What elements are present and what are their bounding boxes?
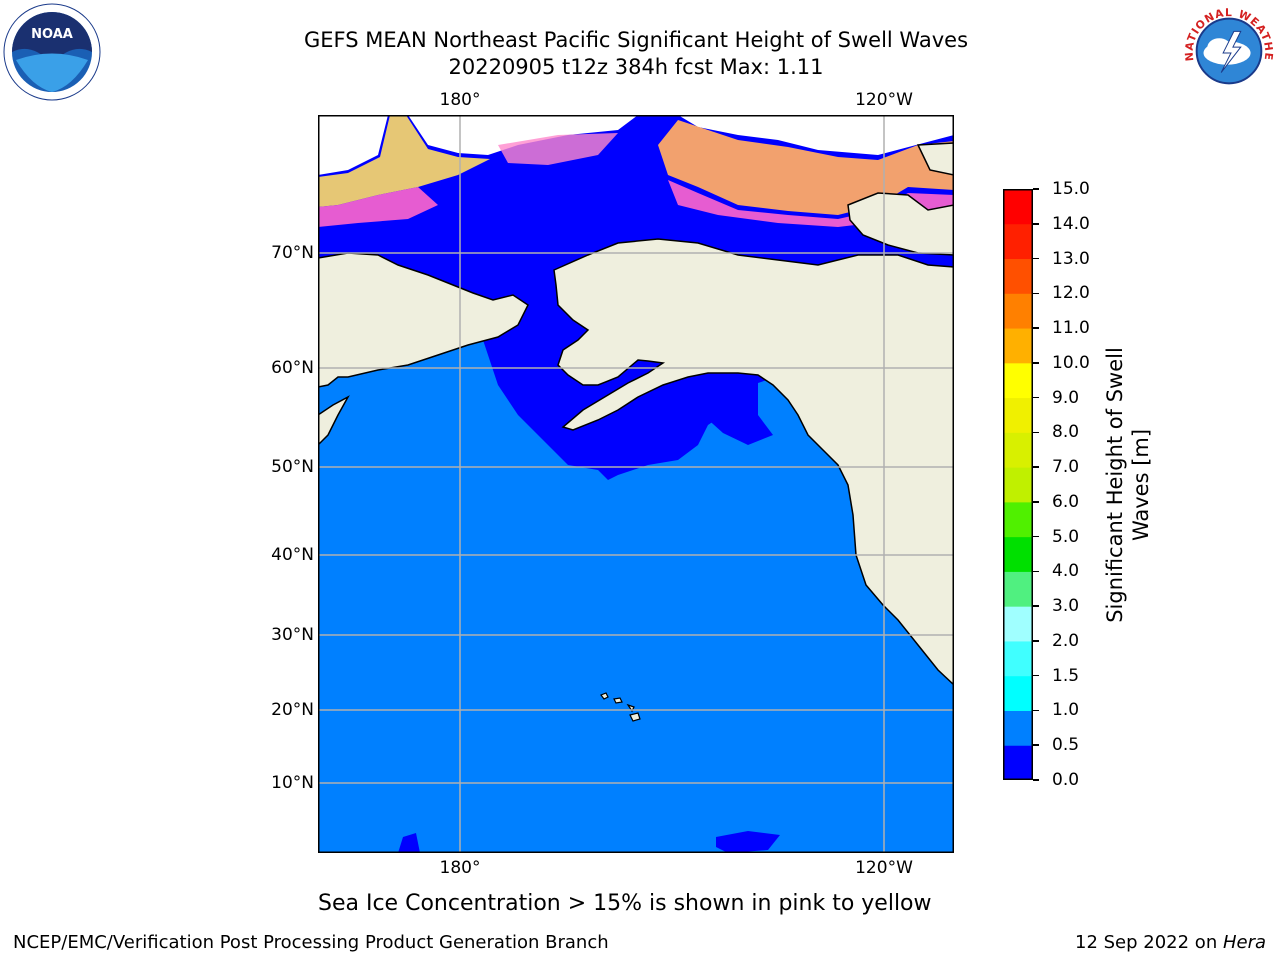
colorbar-tick-label: 0.5 [1052,735,1080,756]
colorbar-segment [1003,258,1033,294]
colorbar-segment [1003,397,1033,433]
lat-label-30n: 30°N [271,625,314,645]
colorbar-tick-mark [1033,709,1039,712]
colorbar-segment [1003,571,1033,607]
colorbar-tick-mark [1033,535,1039,538]
national-weather-service-logo: NATIONAL WEATHER SERVICE [1180,2,1277,99]
colorbar-segment [1003,432,1033,468]
colorbar-segment [1003,328,1033,364]
noaa-logo: NOAA [3,3,101,101]
colorbar-segment [1003,675,1033,711]
colorbar-tick-mark [1033,466,1039,468]
colorbar-segment [1003,710,1033,746]
footer-host: Hera [1222,932,1266,953]
lat-label-10n: 10°N [271,773,314,793]
lat-label-40n: 40°N [271,545,314,565]
colorbar-tick-mark [1033,570,1039,573]
sea-ice-white-3 [678,115,954,155]
colorbar-tick-label: 0.0 [1052,770,1080,790]
land-arctic-islands [847,192,954,256]
colorbar-tick-mark [1033,223,1039,225]
land-alaska-canada [553,238,954,687]
title-line-1: GEFS MEAN Northeast Pacific Significant … [303,28,969,52]
footer-date: 12 Sep 2022 on [1075,932,1223,953]
colorbar-tick-label: 6.0 [1052,491,1080,512]
colorbar-segment [1003,362,1033,399]
colorbar-label: Significant Height of Swell Waves [m] [1102,347,1154,623]
colorbar-tick-mark [1033,779,1039,781]
colorbar-tick-label: 8.0 [1052,422,1080,443]
colorbar-tick-label: 1.0 [1052,700,1080,721]
colorbar-tick-mark [1033,327,1039,329]
sea-ice-pink-3 [498,133,618,165]
colorbar-tick-label: 5.0 [1052,526,1080,547]
colorbar-tick-mark [1033,362,1039,364]
colorbar-tick-label: 9.0 [1052,387,1080,408]
colorbar-tick-mark [1033,605,1039,607]
colorbar-segment [1003,223,1033,260]
colorbar-tick-label: 12.0 [1052,283,1090,304]
colorbar-tick-mark [1033,501,1039,503]
colorbar-segment [1003,501,1033,538]
footer-left: NCEP/EMC/Verification Post Processing Pr… [13,932,609,953]
colorbar-tick-label: 15.0 [1052,179,1090,199]
sea-ice-white-2 [408,115,638,155]
colorbar [1003,189,1033,780]
colorbar-tick-label: 7.0 [1052,457,1080,478]
low-swell-tail [698,383,773,445]
lon-label-top-120w: 120°W [855,90,913,110]
colorbar-segment [1003,293,1033,329]
colorbar-frame [1003,189,1033,780]
colorbar-tick-label: 3.0 [1052,596,1080,617]
colorbar-label-line-1: Significant Height of Swell [1103,347,1127,623]
sea-ice-yellow [318,115,490,207]
lon-label-bottom-180: 180° [439,858,481,878]
colorbar-tick-mark [1033,292,1039,295]
colorbar-tick-mark [1033,188,1039,190]
noaa-logo-text: NOAA [31,27,73,42]
colorbar-tick-label: 4.0 [1052,561,1080,582]
colorbar-label-line-2: Waves [m] [1129,428,1153,542]
swell-height-map [318,115,954,853]
colorbar-tick-label: 1.5 [1052,665,1080,686]
map-frame [318,115,954,853]
lat-label-20n: 20°N [271,700,314,720]
colorbar-tick-mark [1033,257,1039,260]
sea-ice-white [318,115,388,175]
footer-right: 12 Sep 2022 on Hera [1075,932,1266,954]
land-kamchatka [318,395,350,447]
low-swell-south-patch-2 [716,831,780,853]
colorbar-segment [1003,467,1033,503]
land-siberia [318,252,529,388]
colorbar-tick-label: 10.0 [1052,352,1090,373]
colorbar-tick-mark [1033,396,1039,399]
colorbar-tick-label: 14.0 [1052,213,1090,234]
colorbar-tick-label: 2.0 [1052,630,1080,651]
colorbar-tick-mark [1033,744,1039,746]
lat-label-60n: 60°N [271,358,314,378]
lat-label-50n: 50°N [271,457,314,477]
colorbar-segment [1003,606,1033,642]
caption: Sea Ice Concentration > 15% is shown in … [318,891,932,916]
lon-label-top-180: 180° [439,90,481,110]
colorbar-segment [1003,745,1033,780]
title-line-2: 20220905 t12z 384h fcst Max: 1.11 [448,55,824,79]
land-arctic-island-2 [916,142,954,176]
colorbar-segment [1003,189,1033,225]
colorbar-tick-mark [1033,640,1039,642]
land-hawaii [600,692,641,722]
low-swell-south-patch-1 [398,833,420,853]
colorbar-tick-label: 11.0 [1052,318,1090,339]
sea-ice-orange [658,120,954,215]
sea-ice-pink [318,187,438,227]
lon-label-bottom-120w: 120°W [855,858,913,878]
lat-label-70n: 70°N [271,243,314,263]
gridlines [318,115,954,853]
colorbar-tick-mark [1033,674,1039,677]
colorbar-tick-mark [1033,431,1039,434]
colorbar-segment [1003,640,1033,677]
colorbar-tick-label: 13.0 [1052,248,1090,269]
colorbar-segment [1003,536,1033,572]
